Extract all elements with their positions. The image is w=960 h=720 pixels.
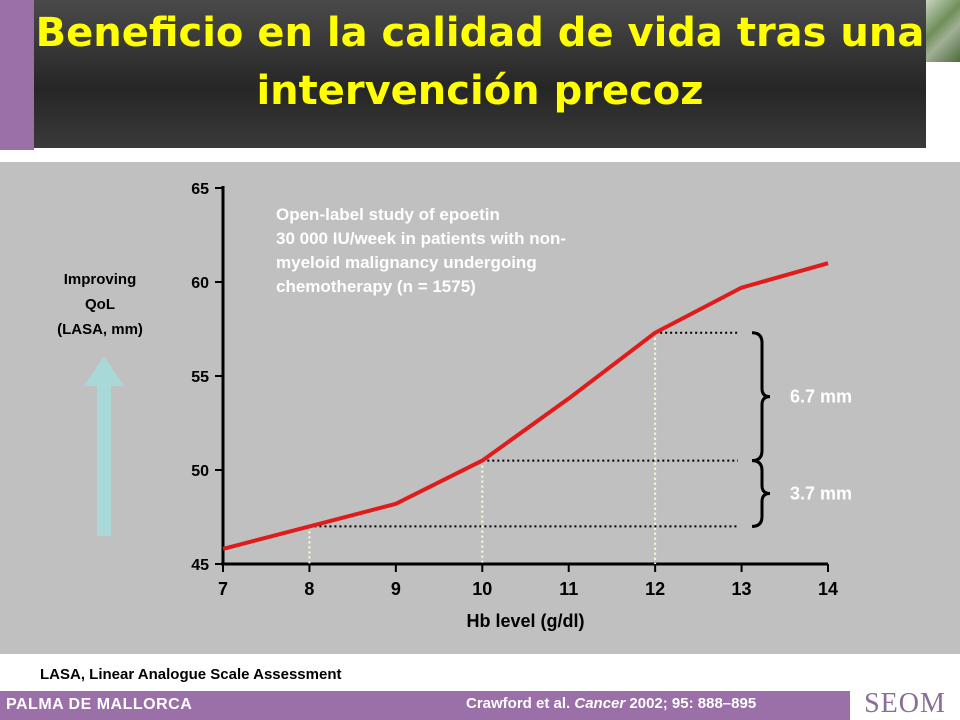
x-tick-label: 13: [732, 579, 752, 599]
title-panel: [34, 0, 926, 148]
citation-journal: Cancer: [574, 695, 626, 712]
study-annotation-line: myeloid malignancy undergoing: [276, 253, 537, 272]
purple-side-strip: [0, 0, 34, 150]
difference-label: 3.7 mm: [790, 484, 852, 504]
y-axis-title-line: Improving: [64, 271, 137, 288]
y-tick-label: 50: [191, 463, 209, 480]
qol-series-line: [222, 261, 829, 551]
difference-bracket: [751, 331, 771, 463]
citation-authors: Crawford et al.: [466, 695, 575, 712]
study-annotation-line: Open-label study of epoetin: [276, 205, 500, 224]
difference-label: 6.7 mm: [790, 387, 852, 407]
seom-logo: SEOM: [850, 688, 960, 720]
header-photo: [926, 0, 960, 62]
y-tick-label: 45: [191, 557, 209, 574]
footer-bar: [0, 691, 960, 720]
y-axis-title-line: QoL: [85, 296, 115, 313]
x-tick-label: 14: [818, 579, 838, 599]
x-tick-label: 11: [559, 579, 578, 599]
y-tick-label: 60: [191, 275, 209, 292]
x-tick-label: 10: [472, 579, 492, 599]
up-arrow-icon-shaft: [97, 384, 111, 536]
y-tick-label: 65: [191, 181, 209, 198]
citation-details: 2002; 95: 888–895: [625, 695, 757, 712]
x-tick-label: 7: [218, 579, 228, 599]
footer-citation: Crawford et al. Cancer 2002; 95: 888–895: [466, 695, 756, 712]
study-annotation-line: 30 000 IU/week in patients with non-: [276, 229, 566, 248]
study-annotation-line: chemotherapy (n = 1575): [276, 277, 476, 296]
y-tick-label: 55: [191, 369, 209, 386]
y-axis-title-line: (LASA, mm): [57, 321, 143, 338]
x-tick-label: 12: [645, 579, 665, 599]
legend-note: LASA, Linear Analogue Scale Assessment: [40, 666, 342, 683]
slide-title: Beneficio en la calidad de vida tras una…: [35, 10, 925, 114]
chart-panel: [0, 162, 960, 654]
difference-bracket: [751, 459, 771, 528]
x-axis-title: Hb level (g/dl): [466, 611, 584, 631]
qol-line-chart: 45 50 55 60 65 7 8 9 10 11 12 13 14 Hb level (g/dl) Im…: [57, 181, 852, 631]
x-tick-label: 9: [391, 579, 401, 599]
footer-location: PALMA DE MALLORCA: [6, 696, 193, 713]
up-arrow-icon: [84, 356, 124, 386]
x-tick-label: 8: [304, 579, 314, 599]
